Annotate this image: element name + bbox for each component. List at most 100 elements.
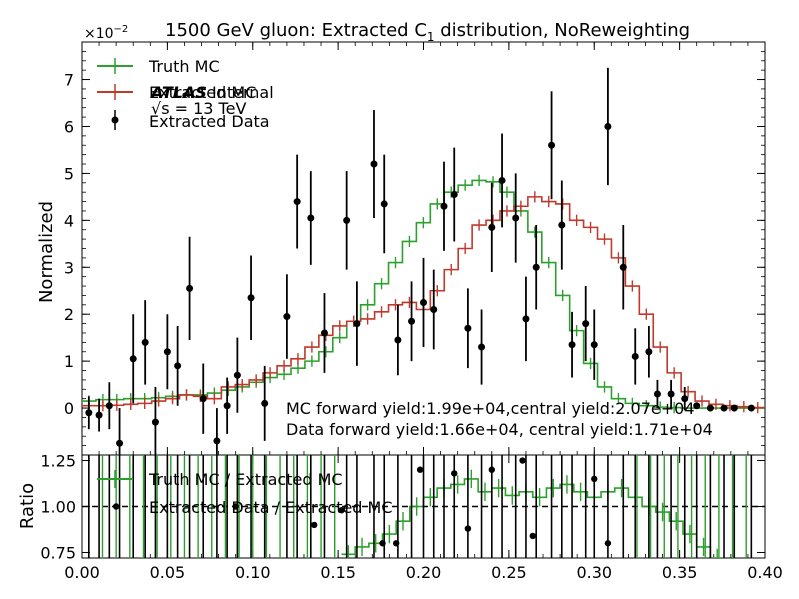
data-point <box>163 348 171 356</box>
main-plot-area <box>82 67 765 455</box>
legend-label-extracted-mc: Extracted MC <box>149 83 256 102</box>
x-tick-label: 0.40 <box>747 563 783 582</box>
data-point <box>568 341 576 349</box>
energy-label: √s = 13 TeV <box>151 99 246 118</box>
ratio-data-point <box>591 475 598 483</box>
ratio-data-point <box>519 457 526 464</box>
data-point <box>85 409 93 417</box>
data-point <box>283 313 291 321</box>
data-point <box>394 336 402 344</box>
ratio-legend-entry-data: Extracted Data / Extracted MC <box>149 498 393 517</box>
data-point <box>582 320 590 328</box>
ratio-legend-label-truth: Truth MC / Extracted MC <box>148 470 343 489</box>
legend-label-truth-mc: Truth MC <box>148 57 220 76</box>
main-legend: Truth MC Extracted MC Extracted Data <box>97 57 270 131</box>
data-point <box>631 352 639 360</box>
data-point <box>105 402 113 410</box>
data-point <box>730 404 738 412</box>
ratio-data-point <box>464 525 472 532</box>
data-point <box>667 390 675 398</box>
data-point <box>233 371 241 379</box>
data-yield-annotation: Data forward yield:1.66e+04, central yie… <box>286 420 713 439</box>
ratio-data-point <box>529 532 536 540</box>
data-point <box>213 437 221 445</box>
data-point <box>420 298 427 306</box>
main-y-tick-label: 1 <box>64 352 74 371</box>
ratio-y-tick-label: 1.25 <box>40 452 76 471</box>
legend-entry-truth-mc: Truth MC <box>97 57 220 76</box>
ratio-data-point <box>379 540 386 547</box>
data-point <box>706 404 714 412</box>
legend-entry-extracted-mc: Extracted MC <box>97 83 256 102</box>
main-plot-panel: 0 1 2 3 4 5 6 7 <box>64 41 766 456</box>
main-y-tick-label: 4 <box>64 211 74 230</box>
ratio-data-point <box>416 466 424 473</box>
main-y-axis-label: Normalized <box>36 201 57 303</box>
data-point <box>247 294 255 302</box>
truth-mc-histogram <box>82 179 765 409</box>
ratio-data-point <box>604 540 612 547</box>
ratio-plot-panel: 0.00 0.05 0.10 0.15 0.20 0.25 0.30 0.35 0.40 0.75… <box>40 452 782 582</box>
main-y-tick-label: 3 <box>64 258 74 277</box>
ratio-y-tick-label: 1.00 <box>40 498 76 517</box>
data-point <box>440 202 448 210</box>
main-y-tick-label: 0 <box>64 399 74 418</box>
data-point <box>293 198 301 206</box>
data-point <box>174 362 182 370</box>
atlas-label: ATLAS Internal <box>149 83 274 102</box>
x-tick-label: 0.10 <box>235 563 271 582</box>
mc-yield-annotation: MC forward yield:1.99e+04,central yield:… <box>286 399 695 418</box>
legend-label-extracted-data: Extracted Data <box>149 112 270 131</box>
chart-title: 1500 GeV gluon: Extracted C1 distributio… <box>165 20 690 44</box>
data-point <box>619 263 627 271</box>
data-point <box>720 404 728 412</box>
ratio-legend-label-data: Extracted Data / Extracted MC <box>149 498 393 517</box>
data-point <box>512 214 520 222</box>
data-point <box>380 200 388 208</box>
data-point <box>488 223 496 231</box>
ratio-truth-mc-step <box>341 478 725 558</box>
data-point <box>558 221 566 229</box>
ratio-data-point <box>392 540 400 547</box>
data-point <box>353 320 361 328</box>
ratio-data-point <box>451 470 458 477</box>
data-point <box>408 317 416 325</box>
x-tick-label: 0.20 <box>406 563 442 582</box>
data-point <box>129 355 137 363</box>
data-point <box>116 439 124 447</box>
ratio-y-axis-label: Ratio <box>17 483 38 529</box>
ratio-plot-area <box>82 455 765 558</box>
ratio-y-tick-label: 0.75 <box>40 543 76 562</box>
ratio-data-point <box>112 503 120 510</box>
data-point <box>223 402 231 410</box>
ratio-legend-entry-truth: Truth MC / Extracted MC <box>97 470 343 489</box>
ratio-data-point <box>232 503 239 510</box>
data-point <box>645 348 653 356</box>
x-tick-label: 0.25 <box>491 563 527 582</box>
main-y-tick-label: 6 <box>64 117 74 136</box>
ratio-data-point <box>338 506 345 514</box>
data-point <box>693 402 701 410</box>
data-point <box>320 329 328 337</box>
data-point <box>450 191 458 199</box>
data-point <box>604 122 612 130</box>
data-point <box>532 263 540 271</box>
data-point <box>151 418 159 426</box>
main-y-tick-label: 5 <box>64 164 74 183</box>
ratio-data-point <box>311 521 318 529</box>
x-tick-label: 0.35 <box>662 563 698 582</box>
data-point <box>590 341 598 349</box>
y-axis-exponent: ×10−2 <box>84 24 128 42</box>
data-point <box>343 216 351 224</box>
x-tick-label: 0.05 <box>150 563 186 582</box>
main-y-tick-label: 7 <box>64 71 74 90</box>
x-tick-label: 0.30 <box>576 563 612 582</box>
data-point <box>430 306 438 314</box>
data-point <box>548 141 556 149</box>
data-point <box>95 411 103 419</box>
data-point <box>464 324 472 332</box>
data-point <box>261 399 269 407</box>
ratio-legend: Truth MC / Extracted MC Extracted Data /… <box>97 470 393 517</box>
data-point <box>747 404 755 412</box>
